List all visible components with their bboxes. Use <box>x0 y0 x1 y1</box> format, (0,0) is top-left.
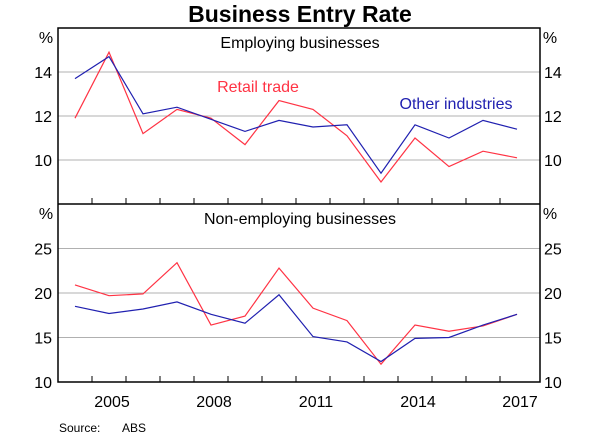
chart-title: Business Entry Rate <box>188 1 412 27</box>
unit-label-right: % <box>543 30 557 47</box>
y-tick-label-right: 15 <box>544 331 562 348</box>
y-tick-label-left: 14 <box>34 65 52 82</box>
y-tick-label-left: 25 <box>34 242 52 259</box>
panel-title: Non-employing businesses <box>204 211 396 228</box>
series-line-other-industries <box>74 293 518 363</box>
unit-label-left: % <box>39 206 53 223</box>
x-tick-label: 2014 <box>400 394 436 411</box>
x-tick-label: 2011 <box>299 394 334 411</box>
series-line-retail-trade <box>74 261 518 366</box>
x-tick-label: 2017 <box>502 394 538 411</box>
y-tick-label-right: 14 <box>544 65 562 82</box>
panel-title: Employing businesses <box>220 35 379 52</box>
y-tick-label-left: 10 <box>34 153 52 170</box>
series-line-other-industries <box>74 55 518 175</box>
source-value: ABS <box>122 421 146 435</box>
y-tick-label-right: 10 <box>544 153 562 170</box>
y-tick-label-left: 20 <box>34 286 52 303</box>
series-line-retail-trade <box>74 50 518 183</box>
y-tick-label-right: 12 <box>544 109 562 126</box>
source-label: Source: <box>59 421 100 435</box>
y-tick-label-right: 25 <box>544 242 562 259</box>
y-tick-label-left: 15 <box>34 331 52 348</box>
y-tick-label-left: 10 <box>34 375 52 392</box>
annotation-other-industries: Other industries <box>400 96 513 113</box>
y-tick-label-right: 20 <box>544 286 562 303</box>
x-tick-label: 2005 <box>94 394 130 411</box>
annotation-retail-trade: Retail trade <box>217 79 299 96</box>
unit-label-left: % <box>39 30 53 47</box>
y-tick-label-left: 12 <box>34 109 52 126</box>
y-tick-label-right: 10 <box>544 375 562 392</box>
plot-frame <box>57 27 541 383</box>
unit-label-right: % <box>543 206 557 223</box>
x-tick-label: 2008 <box>196 394 232 411</box>
